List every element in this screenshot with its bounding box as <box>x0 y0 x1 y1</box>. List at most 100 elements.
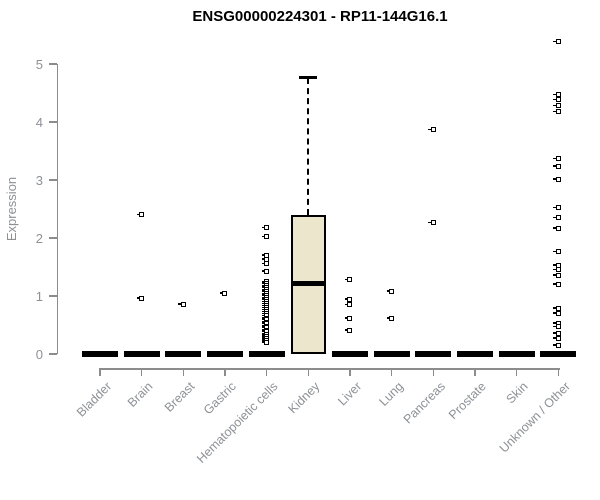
outlier-point-dash <box>261 329 265 331</box>
outlier-point <box>428 127 436 133</box>
outlier-point-dash <box>261 282 265 284</box>
outlier-point <box>553 305 561 311</box>
outlier-point-dash <box>261 310 265 313</box>
outlier-point-dash <box>261 314 265 317</box>
x-tick <box>182 368 185 376</box>
outlier-point-dash <box>553 216 557 219</box>
outlier-point <box>553 249 561 255</box>
outlier-point <box>386 288 395 294</box>
outlier-point-dash <box>261 312 265 315</box>
outlier-point <box>344 315 353 321</box>
outlier-point-dash <box>261 284 265 287</box>
outlier-point <box>261 225 270 231</box>
outlier-point-dash <box>261 294 265 296</box>
outlier-point-dash <box>553 264 557 266</box>
outlier-point <box>553 272 561 278</box>
y-axis-line <box>56 64 58 354</box>
outlier-point <box>553 267 561 273</box>
x-tick-label: Lung <box>376 379 406 409</box>
outlier-point-dash <box>261 308 265 311</box>
outlier-point-dash <box>261 339 265 341</box>
x-tick-label: Bladder <box>73 379 115 420</box>
outlier-point <box>344 277 353 283</box>
y-tick-label: 1 <box>35 288 43 304</box>
outlier-point-dash <box>261 302 265 305</box>
outlier-point-dash <box>553 312 557 314</box>
page-title: ENSG00000224301 - RP11-144G16.1 <box>192 8 448 25</box>
outlier-point <box>136 212 145 218</box>
x-tick-label: Prostate <box>446 379 490 423</box>
outlier-point-dash <box>344 303 348 306</box>
outlier-point-dash <box>553 332 557 334</box>
outlier-point-dash <box>553 268 557 271</box>
outlier-point-dash <box>261 258 265 260</box>
outlier-point <box>553 215 561 221</box>
x-tick <box>349 368 351 376</box>
y-tick <box>48 121 57 123</box>
outlier-point <box>553 97 561 103</box>
outlier-point-dash <box>178 303 182 305</box>
outlier-point-dash <box>219 292 223 294</box>
outlier-point-dash <box>136 213 140 216</box>
x-tick-label: Hematopoietic cells <box>194 379 281 466</box>
collapsed-box-bar <box>206 351 243 357</box>
y-tick-label: 3 <box>35 172 43 188</box>
outlier-point-dash <box>553 250 557 253</box>
outlier-point <box>553 39 561 45</box>
outlier-point <box>553 103 561 109</box>
outlier-point <box>261 339 270 345</box>
outlier-point-dash <box>428 128 432 131</box>
outlier-point <box>344 296 353 302</box>
outlier-point-dash <box>553 307 557 309</box>
outlier-point-dash <box>553 157 557 160</box>
outlier-point-dash <box>261 290 265 292</box>
outlier-point-dash <box>553 227 557 229</box>
outlier-point <box>553 176 561 182</box>
y-tick-label: 5 <box>35 56 43 72</box>
outlier-point-dash <box>261 306 265 309</box>
y-tick-label: 4 <box>35 114 43 130</box>
outlier-point <box>261 268 270 274</box>
collapsed-box-bar <box>415 351 452 357</box>
y-tick <box>48 179 57 181</box>
outlier-point-dash <box>261 337 265 339</box>
x-tick <box>265 368 268 376</box>
x-tick-label: Kidney <box>285 379 323 417</box>
outlier-point-dash <box>553 110 557 113</box>
outlier-point-dash <box>261 262 265 265</box>
collapsed-box-bar <box>123 351 160 357</box>
outlier-point-dash <box>261 330 265 333</box>
outlier-point-dash <box>261 292 265 295</box>
outlier-point <box>553 281 561 287</box>
outlier-point-dash <box>553 344 557 346</box>
outlier-point <box>553 156 561 162</box>
outlier-point <box>553 342 561 348</box>
x-tick <box>140 368 143 376</box>
y-tick <box>48 295 57 297</box>
outlier-point <box>428 220 436 226</box>
outlier-point-dash <box>261 326 265 329</box>
outlier-point-dash <box>344 278 348 281</box>
y-tick <box>48 237 57 239</box>
outlier-point-dash <box>553 274 557 276</box>
upper-whisker-cap <box>299 76 318 80</box>
outlier-point-dash <box>553 178 557 180</box>
outlier-point <box>344 327 353 333</box>
outlier-point <box>553 92 561 98</box>
outlier-point-dash <box>261 235 265 238</box>
outlier-point-dash <box>261 300 265 303</box>
outlier-point-dash <box>553 283 557 285</box>
y-tick <box>48 63 57 65</box>
outlier-point <box>553 335 561 341</box>
collapsed-box-bar <box>331 351 368 357</box>
outlier-point-dash <box>553 322 557 324</box>
outlier-point <box>178 301 186 307</box>
x-tick-label: Pancreas <box>400 379 448 427</box>
outlier-point-dash <box>261 298 265 300</box>
outlier-point-dash <box>386 290 390 292</box>
outlier-point <box>261 234 270 240</box>
outlier-point <box>553 205 561 211</box>
collapsed-box-bar <box>165 351 202 357</box>
outlier-point-dash <box>553 165 557 167</box>
outlier-point <box>553 225 561 231</box>
